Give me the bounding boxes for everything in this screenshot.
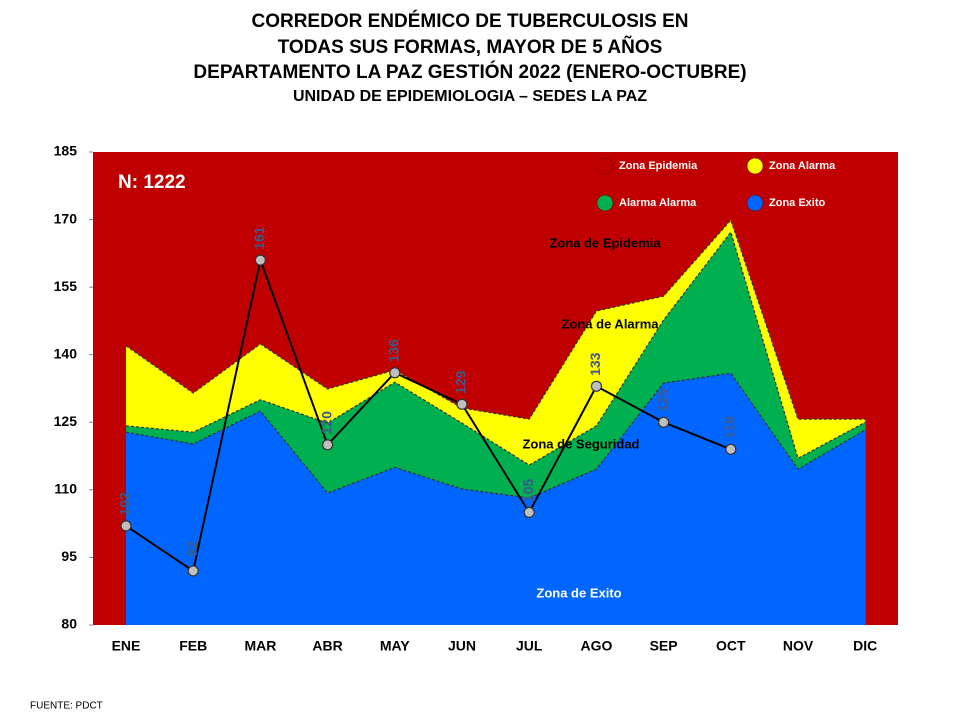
x-tick-label: NOV	[783, 638, 814, 654]
legend-label: Zona Alarma	[769, 160, 836, 172]
y-tick-label: 170	[54, 210, 78, 226]
zone-area	[126, 373, 866, 625]
data-point	[120, 520, 132, 532]
zone-label: Zona de Seguridad	[522, 436, 639, 451]
data-label: 119	[722, 416, 738, 439]
legend-swatch	[746, 157, 764, 175]
data-label: 129	[453, 370, 469, 394]
x-tick-label: MAY	[380, 638, 410, 654]
data-point	[657, 416, 670, 428]
x-tick-label: FEB	[179, 638, 207, 654]
y-tick-label: 185	[54, 143, 78, 159]
data-label: 105	[520, 478, 536, 502]
x-tick-label: OCT	[716, 638, 746, 654]
y-tick-label: 80	[61, 616, 77, 632]
data-label: 102	[117, 492, 133, 516]
x-tick-label: JUN	[448, 638, 476, 654]
data-point	[389, 367, 401, 379]
zone-label: Zona de Alarma	[561, 316, 659, 331]
zone-border	[125, 372, 866, 499]
x-tick-label: ABR	[312, 638, 342, 654]
chart-subtitle: UNIDAD DE EPIDEMIOLOGIA – SEDES LA PAZ	[293, 88, 647, 105]
data-point	[254, 254, 266, 266]
annotation: N: 1222	[118, 172, 186, 193]
y-tick-label: 125	[54, 413, 78, 429]
x-tick-label: MAR	[244, 638, 276, 654]
legend-swatch	[596, 157, 614, 175]
data-line	[125, 256, 732, 573]
chart-title: DEPARTAMENTO LA PAZ GESTIÓN 2022 (ENERO-…	[193, 61, 746, 83]
legend-label: Alarma Alarma	[619, 197, 697, 209]
legend-swatch	[746, 194, 764, 212]
data-label: 92	[184, 541, 200, 557]
data-point	[523, 506, 535, 518]
data-label: 120	[318, 411, 334, 435]
zone-label: Zona de Epidemia	[549, 235, 661, 250]
zone-border	[125, 218, 866, 420]
data-point	[456, 398, 468, 410]
legend-label: Zona Exito	[769, 197, 826, 209]
x-tick-label: DIC	[853, 638, 877, 654]
zone-border	[125, 230, 866, 466]
data-label: 161	[251, 226, 267, 250]
x-tick-label: AGO	[580, 638, 612, 654]
chart-title: TODAS SUS FORMAS, MAYOR DE 5 AÑOS	[278, 36, 663, 58]
chart-title: CORREDOR ENDÉMICO DE TUBERCULOSIS EN	[251, 10, 688, 32]
data-label: 136	[386, 339, 402, 363]
legend-swatch	[596, 194, 614, 212]
data-label: 125	[654, 388, 670, 412]
y-tick-label: 140	[54, 345, 78, 361]
data-point	[187, 565, 199, 577]
data-point	[322, 439, 334, 451]
legend-label: Zona Epidemia	[619, 160, 698, 172]
x-tick-label: SEP	[650, 638, 678, 654]
y-tick-label: 155	[54, 278, 78, 294]
zone-label: Zona de Exito	[536, 585, 621, 600]
source: FUENTE: PDCT	[30, 701, 103, 712]
data-point	[590, 380, 603, 392]
y-tick-label: 110	[54, 481, 77, 497]
data-label: 133	[587, 352, 603, 376]
x-tick-label: JUL	[516, 638, 543, 654]
y-tick-label: 95	[61, 548, 77, 564]
x-tick-label: ENE	[112, 638, 141, 654]
data-point	[725, 443, 737, 455]
